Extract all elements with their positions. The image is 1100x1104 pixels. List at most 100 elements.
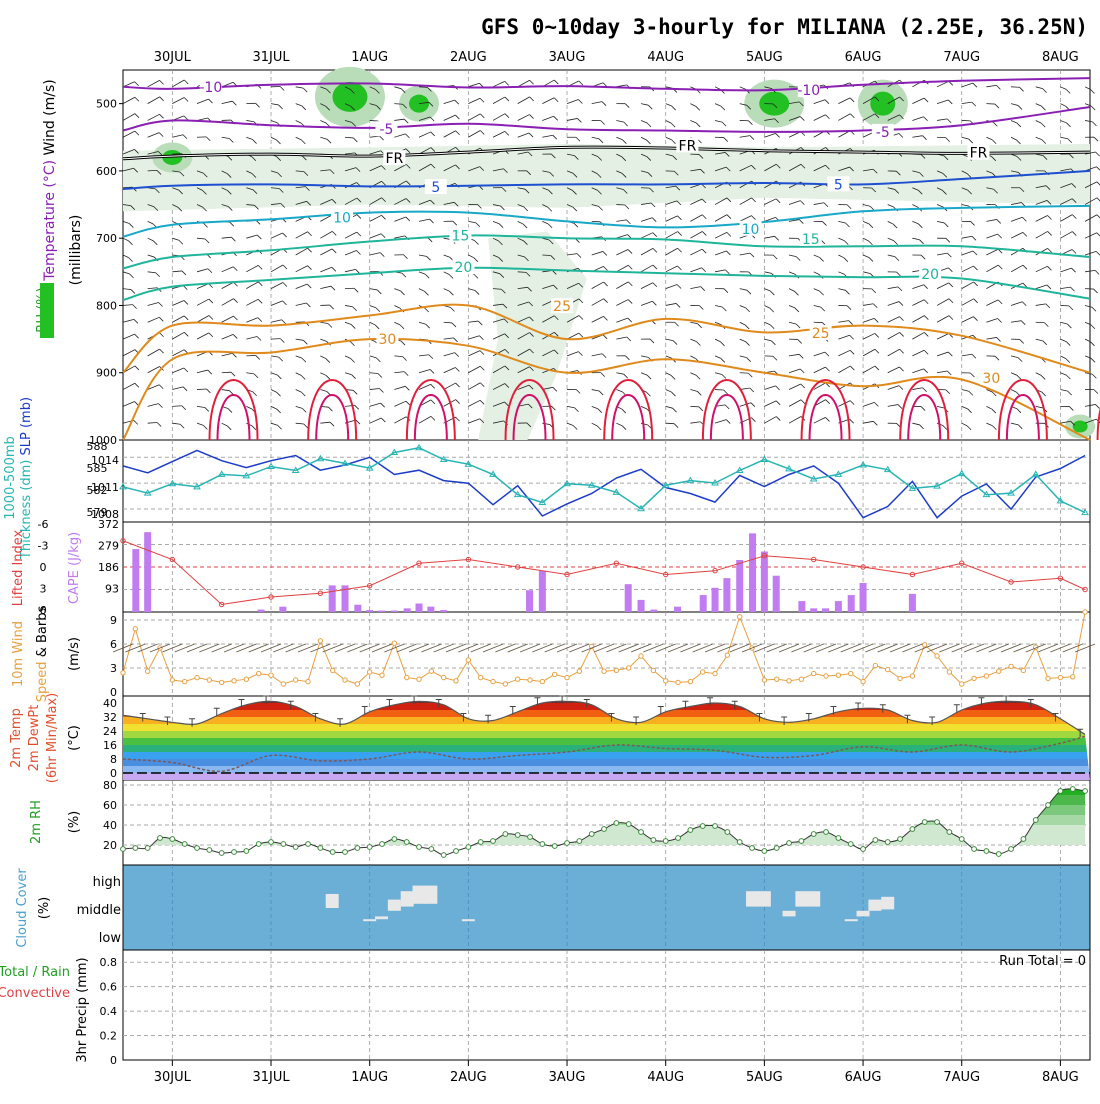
wind10-axis-label-2-part: & Barbs — [35, 606, 50, 662]
wind10-speed-marker — [343, 678, 347, 682]
cape-bar — [749, 533, 756, 612]
date-label-top: 6AUG — [845, 50, 882, 65]
rh2m-tick-label: 20 — [103, 839, 117, 852]
wind10-speed-marker — [195, 675, 199, 679]
wind10-speed-marker — [232, 679, 236, 683]
slp-tick-label: 1011 — [91, 481, 119, 494]
rh2m-marker — [972, 847, 977, 852]
rh2m-marker — [367, 845, 372, 850]
rh-shade-high — [759, 92, 789, 116]
contour-label: 10 — [333, 210, 351, 226]
middle-cloud-bar — [868, 900, 881, 911]
wind10-speed-marker — [664, 679, 668, 683]
wind10-speed-marker — [219, 680, 223, 684]
wind10-speed-marker — [577, 669, 581, 673]
cape-bar — [761, 552, 768, 612]
rh2m-marker — [392, 837, 397, 842]
wind10-speed-marker — [984, 674, 988, 678]
wind10-speed-marker — [454, 679, 458, 683]
rh2m-marker — [491, 839, 496, 844]
wind10-speed-marker — [170, 678, 174, 682]
wind10-speed-marker — [639, 654, 643, 658]
wind10-speed-marker — [836, 673, 840, 677]
pressure-tick-label: 600 — [96, 165, 117, 178]
wind10-speed-marker — [1009, 664, 1013, 668]
cape-bar — [144, 532, 151, 612]
temp2m-tick-label: 40 — [103, 697, 117, 710]
rh2m-marker — [996, 852, 1001, 857]
cape-bar — [773, 576, 780, 612]
contour-label: 25 — [553, 299, 571, 315]
date-label-bottom: 5AUG — [746, 1070, 783, 1085]
temp2m-axis-label: 2m Temp — [9, 708, 24, 768]
panel-rh2m-frame — [123, 780, 1090, 865]
contour-label: -10 — [797, 83, 820, 99]
contour-label: -5 — [876, 125, 890, 141]
wind10-speed-marker — [947, 670, 951, 674]
chart-title: GFS 0~10day 3-hourly for MILIANA (2.25E,… — [481, 15, 1088, 39]
precip-convective-label: Convective — [0, 986, 70, 1001]
wind10-units-label-part: (m/s) — [67, 637, 82, 671]
rh2m-marker — [873, 838, 878, 843]
wind10-speed-marker — [935, 654, 939, 658]
wind10-speed-marker — [849, 671, 853, 675]
rh2m-marker — [861, 847, 866, 852]
rh2m-marker — [589, 832, 594, 837]
middle-cloud-bar — [881, 897, 894, 910]
rh2m-marker — [910, 827, 915, 832]
rh2m-marker — [774, 846, 779, 851]
cape-bar — [440, 610, 447, 612]
rh2m-marker — [466, 845, 471, 850]
cape-tick-label: 372 — [98, 518, 119, 531]
cloud-axis-label-part: Cloud Cover — [15, 868, 30, 948]
middle-cloud-bar — [845, 919, 858, 921]
contour-label: -5 — [379, 122, 393, 138]
wind10-speed-marker — [923, 643, 927, 647]
cape-tick-label: 279 — [98, 540, 119, 553]
wind-barb-flag — [1091, 342, 1095, 346]
wind10-speed-marker — [355, 682, 359, 686]
rh2m-marker — [404, 840, 409, 845]
cape-bar — [378, 611, 385, 612]
wind10-speed-marker — [318, 639, 322, 643]
wind-barb-flag — [1091, 106, 1095, 110]
rh2m-marker — [158, 836, 163, 841]
cape-bar — [638, 600, 645, 612]
wind10-speed-marker — [503, 682, 507, 686]
rh2m-marker — [454, 849, 459, 854]
cape-bar — [860, 583, 867, 612]
cape-bar — [329, 585, 336, 612]
wind10-speed-marker — [1046, 676, 1050, 680]
wind10-speed-marker — [515, 677, 519, 681]
rh2m-marker — [713, 824, 718, 829]
rh-colorbar — [40, 283, 54, 338]
wind10-speed-marker — [602, 669, 606, 673]
wind10-speed-marker — [972, 676, 976, 680]
wind10-speed-marker — [244, 677, 248, 681]
wind-barb-flag — [1091, 358, 1095, 362]
wind10-tick-label: 9 — [110, 614, 117, 627]
cape-bar — [354, 605, 361, 612]
cape-axis-label-part: CAPE (J/kg) — [67, 532, 82, 604]
cape-bar — [736, 560, 743, 612]
wind-barb — [246, 355, 255, 356]
precip-run-total: Run Total = 0 — [999, 954, 1086, 969]
rh2m-marker — [170, 837, 175, 842]
rh2m-tick-label: 40 — [103, 819, 117, 832]
temp-band — [123, 759, 1090, 766]
rh-shade-high — [870, 92, 895, 116]
precip-total-label: Total / Rain — [0, 965, 70, 980]
wind-barb — [222, 372, 231, 373]
wind10-speed-marker — [429, 669, 433, 673]
rh2m-marker — [848, 842, 853, 847]
rh2m-marker — [1033, 818, 1038, 823]
wind10-speed-marker — [466, 658, 470, 662]
date-label-bottom: 31JUL — [252, 1070, 290, 1085]
upper-axis-label-part: Wind (m/s) — [42, 79, 58, 160]
rh2m-marker — [651, 838, 656, 843]
rh2m-marker — [380, 842, 385, 847]
precip-tick-label: 0.2 — [100, 1030, 118, 1043]
date-label-bottom: 7AUG — [943, 1070, 980, 1085]
rh2m-marker — [232, 850, 237, 855]
